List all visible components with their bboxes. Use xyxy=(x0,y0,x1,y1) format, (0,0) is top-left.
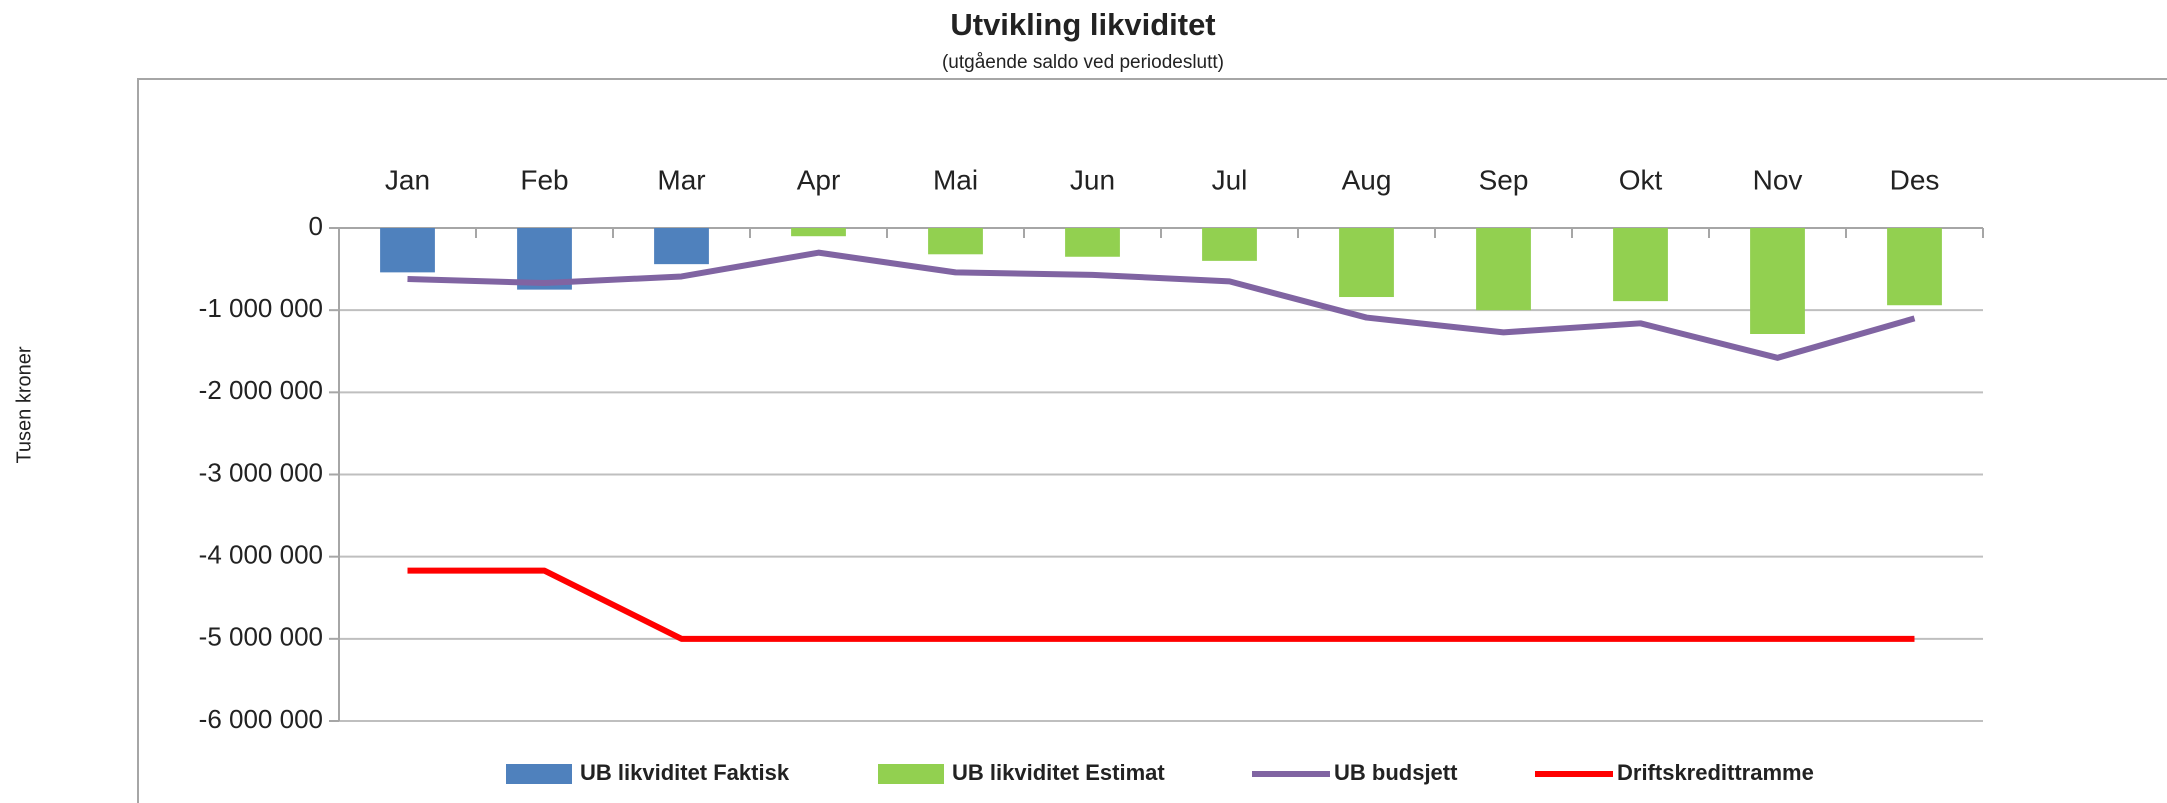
y-tick-label: -2 000 000 xyxy=(199,375,323,405)
y-tick-label: -6 000 000 xyxy=(199,704,323,734)
x-tick-label: Mai xyxy=(933,164,978,195)
legend-swatch xyxy=(878,764,944,784)
x-tick-label: Aug xyxy=(1342,164,1392,195)
bar xyxy=(654,228,709,265)
bar xyxy=(380,228,435,273)
line xyxy=(407,249,1916,361)
x-tick-label: Jul xyxy=(1212,164,1248,195)
x-tick-label: Sep xyxy=(1479,164,1529,195)
x-tick-label: Okt xyxy=(1619,164,1663,195)
y-axis-label: Tusen kroner xyxy=(13,346,35,463)
bar xyxy=(928,228,983,255)
x-tick-label: Feb xyxy=(520,164,568,195)
legend-swatch xyxy=(506,764,572,784)
x-tick-label: Nov xyxy=(1753,164,1803,195)
x-tick-label: Jun xyxy=(1070,164,1115,195)
bar xyxy=(1887,228,1942,306)
x-tick-label: Apr xyxy=(797,164,841,195)
x-tick-label: Jan xyxy=(385,164,430,195)
bar xyxy=(791,228,846,237)
bar xyxy=(1065,228,1120,257)
x-tick-label: Mar xyxy=(657,164,705,195)
legend-label: UB budsjett xyxy=(1334,760,1458,785)
line xyxy=(407,567,1915,642)
bar xyxy=(1613,228,1668,302)
legend-label: UB likviditet Faktisk xyxy=(580,760,790,785)
legend-label: Driftskredittramme xyxy=(1617,760,1814,785)
y-tick-label: -4 000 000 xyxy=(199,540,323,570)
chart-title: Utvikling likviditet xyxy=(950,7,1215,42)
legend-label: UB likviditet Estimat xyxy=(952,760,1165,785)
bar xyxy=(1750,228,1805,334)
bar xyxy=(1202,228,1257,261)
bar xyxy=(1339,228,1394,298)
chart-frame xyxy=(137,78,2167,803)
bar xyxy=(1476,228,1531,311)
chart-subtitle: (utgående saldo ved periodeslutt) xyxy=(942,52,1224,73)
y-tick-label: -3 000 000 xyxy=(199,457,323,487)
y-tick-label: -5 000 000 xyxy=(199,622,323,652)
y-tick-label: 0 xyxy=(309,211,323,241)
x-tick-label: Des xyxy=(1890,164,1940,195)
y-tick-label: -1 000 000 xyxy=(199,293,323,323)
